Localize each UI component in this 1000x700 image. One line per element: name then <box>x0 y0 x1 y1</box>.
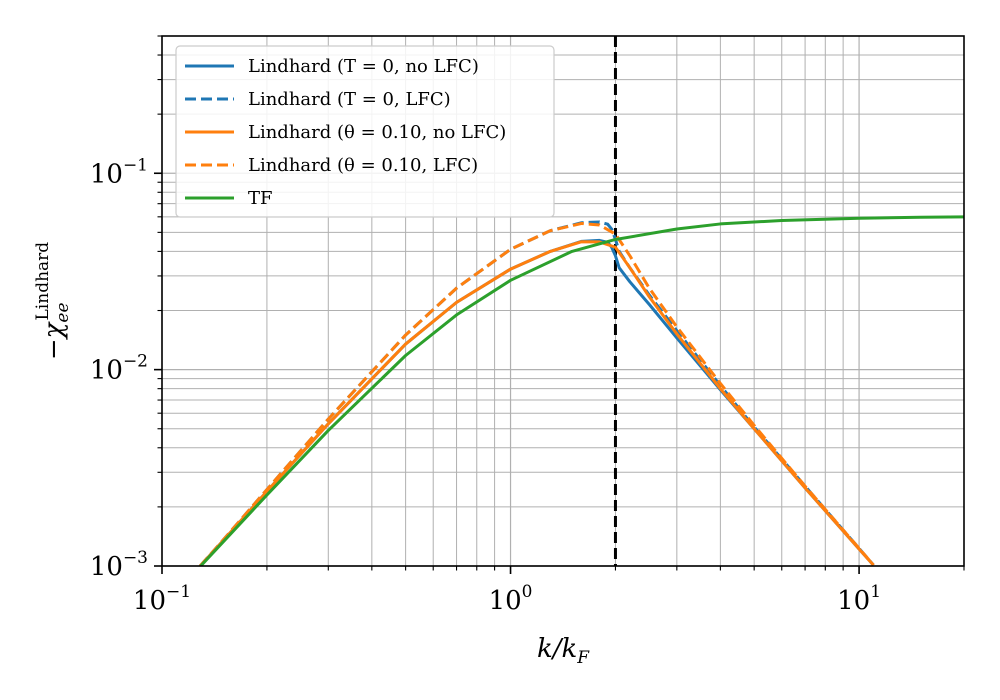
x-tick-label: 101 <box>837 582 881 616</box>
y-tick-label-base: 10 <box>90 159 123 189</box>
x-tick-label-base: 10 <box>133 586 166 616</box>
y-tick-label-base: 10 <box>90 552 123 582</box>
legend: Lindhard (T = 0, no LFC) Lindhard (T = 0,… <box>175 45 555 218</box>
series-line-3 <box>198 221 875 566</box>
legend-label-4: TF <box>248 188 273 209</box>
y-tick-label-exp: −3 <box>123 548 148 568</box>
y-tick-label: 10−1 <box>90 155 148 189</box>
y-tick-label: 10−3 <box>90 548 148 582</box>
legend-box <box>175 45 555 218</box>
x-tick-label: 10−1 <box>133 582 191 616</box>
svg-text:−χeeLindhard: −χeeLindhard <box>33 242 73 360</box>
y-axis-title: −χeeLindhard <box>33 242 73 360</box>
y-axis-title-sup: Lindhard <box>33 242 53 321</box>
series-line-4 <box>198 215 964 566</box>
plot-frame <box>161 35 965 567</box>
legend-label-1: Lindhard (T = 0, LFC) <box>248 89 451 110</box>
x-tick-label-exp: −1 <box>166 582 191 602</box>
x-axis-title-text: k/k <box>537 634 577 664</box>
x-tick-label-exp: 0 <box>522 582 533 602</box>
x-axis-title-sub: F <box>576 648 590 668</box>
x-axis-title: k/kF <box>537 634 590 668</box>
y-tick-label-exp: −1 <box>123 155 148 175</box>
x-tick-label-exp: 1 <box>870 582 881 602</box>
y-axis-title-sign: − <box>39 338 69 360</box>
series-layer <box>198 215 964 566</box>
x-tick-label-base: 10 <box>837 586 870 616</box>
y-axis-title-sub: ee <box>53 302 73 322</box>
x-tick-label: 100 <box>489 582 533 616</box>
ticks <box>154 35 965 574</box>
series-line-2 <box>198 240 875 566</box>
y-axis-title-chi: χ <box>39 320 69 340</box>
legend-label-0: Lindhard (T = 0, no LFC) <box>248 56 479 77</box>
legend-label-2: Lindhard (θ = 0.10, no LFC) <box>248 122 506 143</box>
legend-label-3: Lindhard (θ = 0.10, LFC) <box>248 155 478 176</box>
y-tick-label-base: 10 <box>90 356 123 386</box>
y-tick-label-exp: −2 <box>123 352 148 372</box>
x-tick-label-base: 10 <box>489 586 522 616</box>
y-tick-label: 10−2 <box>90 352 148 386</box>
